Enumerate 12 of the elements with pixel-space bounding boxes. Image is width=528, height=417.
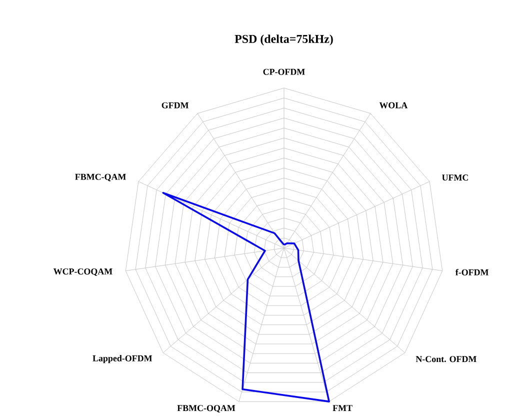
spoke-label: CP-OFDM — [263, 68, 305, 75]
chart-title: PSD (delta=75kHz) — [234, 34, 333, 46]
spoke-label: GFDM — [162, 102, 189, 108]
spoke-label: FBMC-OQAM — [177, 405, 236, 412]
spoke-label: WOLA — [379, 102, 408, 108]
spoke-label: f-OFDM — [455, 268, 488, 276]
spoke-label: Lapped-OFDM — [92, 355, 152, 364]
spoke-label: N-Cont. OFDM — [416, 356, 476, 362]
spoke-label: UFMC — [442, 174, 468, 181]
spoke-label: FMT — [332, 405, 352, 411]
spoke-label: WCP-COQAM — [53, 268, 112, 276]
spoke-label: FBMC-QAM — [75, 174, 126, 182]
